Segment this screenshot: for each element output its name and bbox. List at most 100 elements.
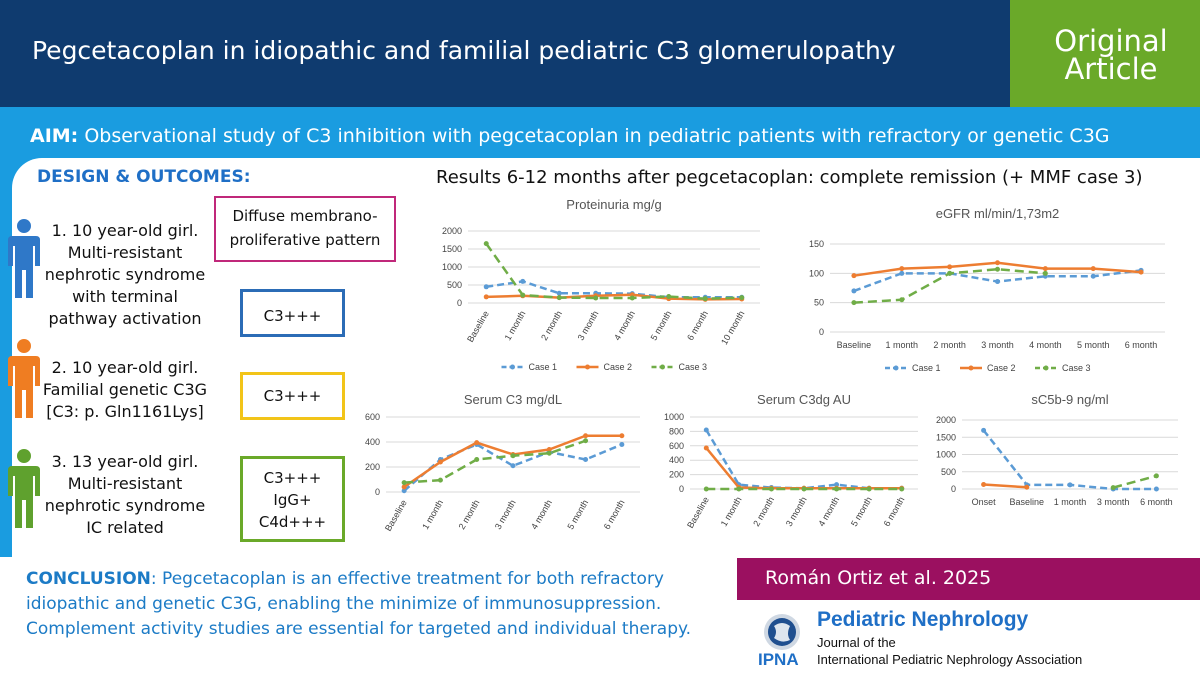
x-tick-label: 4 month <box>1029 340 1062 350</box>
y-tick-label: 800 <box>669 426 684 436</box>
legend-marker <box>968 365 974 371</box>
chart-title: Serum C3dg AU <box>757 392 851 407</box>
legend-label: Case 3 <box>1062 363 1091 373</box>
x-tick-label: Baseline <box>1010 497 1045 507</box>
y-tick-label: 600 <box>669 441 684 451</box>
badge-line-2: Article <box>1064 52 1158 86</box>
data-point <box>1090 273 1096 279</box>
chart-egfr: eGFR ml/min/1,73m2 0 50 100 150 Baseline 1 mon… <box>809 206 1165 373</box>
legend-marker <box>1043 365 1049 371</box>
y-tick-label: 100 <box>809 268 824 278</box>
case1-line: with terminal <box>72 287 178 306</box>
data-point <box>851 300 857 306</box>
data-point <box>866 486 872 492</box>
data-point <box>1090 266 1096 272</box>
staining-label: C3+++ <box>263 307 322 325</box>
case1-line: Multi-resistant <box>67 243 183 262</box>
x-tick-label: 10 month <box>719 309 746 347</box>
legend-label: Case 2 <box>604 362 633 372</box>
data-point <box>995 279 1000 285</box>
chart-proteinuria: Proteinuria mg/g 0 500 1000 1500 2000 Baseline… <box>442 197 760 372</box>
data-point <box>1153 473 1159 479</box>
x-tick-label: Onset <box>972 497 997 507</box>
data-point <box>1024 484 1030 490</box>
x-tick-label: 2 month <box>539 309 564 342</box>
x-tick-label: 5 month <box>565 498 590 531</box>
data-point <box>593 295 599 301</box>
y-tick-label: 2000 <box>442 226 462 236</box>
data-point <box>702 296 708 302</box>
chart-title: Serum C3 mg/dL <box>464 392 562 407</box>
x-tick-label: 2 month <box>933 340 966 350</box>
ipna-logo-text: IPNA <box>758 650 799 669</box>
journal-subtitle: Journal of the International Pediatric N… <box>817 634 1082 668</box>
case3-line: IC related <box>86 518 164 537</box>
y-tick-label: 1500 <box>936 432 956 442</box>
x-tick-label: 3 month <box>981 340 1014 350</box>
aim-statement: AIM: Observational study of C3 inhibitio… <box>30 125 1110 147</box>
journal-sub-line: International Pediatric Nephrology Assoc… <box>817 652 1083 667</box>
ipna-globe-icon <box>764 614 800 650</box>
series-line-case-1 <box>982 429 1157 491</box>
design-heading: DESIGN & OUTCOMES: <box>37 167 251 187</box>
data-point <box>619 433 625 439</box>
data-point <box>483 284 489 290</box>
x-tick-label: 3 month <box>1097 497 1130 507</box>
author-citation: Román Ortiz et al. 2025 <box>765 567 992 589</box>
person-icon-case1 <box>8 219 40 298</box>
y-tick-label: 400 <box>365 437 380 447</box>
y-tick-label: 2000 <box>936 415 956 425</box>
x-tick-label: 2 month <box>457 498 482 531</box>
data-point <box>703 427 709 433</box>
aim-text: Observational study of C3 inhibition wit… <box>78 125 1110 147</box>
y-tick-label: 1000 <box>664 412 684 422</box>
staining-label: IgG+ <box>273 491 312 509</box>
staining-label: C3+++ <box>263 387 322 405</box>
content-panel <box>12 158 1200 558</box>
person-icon-case2 <box>8 339 40 418</box>
y-tick-label: 1000 <box>936 450 956 460</box>
header-bar <box>0 0 1010 107</box>
x-tick-label: Baseline <box>685 495 711 530</box>
x-tick-label: 6 month <box>882 495 907 528</box>
data-point <box>899 486 905 492</box>
data-point <box>666 294 672 300</box>
data-point <box>703 486 709 492</box>
case1-line: pathway activation <box>48 309 202 328</box>
case2-line: [C3: p. Gln1161Lys] <box>46 402 204 421</box>
y-tick-label: 400 <box>669 455 684 465</box>
staining-label: C4d+++ <box>258 513 327 531</box>
case1-staining-box: C3+++ <box>240 289 345 337</box>
case3-line: 3. 13 year-old girl. <box>51 452 199 471</box>
x-tick-label: 6 month <box>602 498 627 531</box>
case3-staining-box: C3+++ IgG+ C4d+++ <box>240 456 345 542</box>
data-point <box>1067 482 1073 488</box>
series-line-case-3 <box>1112 474 1157 489</box>
x-tick-label: 3 month <box>784 495 809 528</box>
person-icon-case3 <box>8 449 40 528</box>
data-point <box>981 482 987 488</box>
series-line-case-3 <box>404 439 586 484</box>
pattern-box: Diffuse membrano- proliferative pattern <box>214 196 396 262</box>
case2-staining-box: C3+++ <box>240 372 345 420</box>
data-point <box>1042 270 1048 276</box>
x-tick-label: 5 month <box>849 495 874 528</box>
case2-line: Familial genetic C3G <box>42 380 208 399</box>
conclusion-line: Complement activity studies are essentia… <box>26 619 692 639</box>
case1-line: nephrotic syndrome <box>44 265 206 284</box>
data-point <box>899 270 905 276</box>
series-line-case-2 <box>705 447 902 490</box>
data-point <box>995 260 1000 266</box>
legend-label: Case 1 <box>912 363 941 373</box>
y-tick-label: 0 <box>457 298 462 308</box>
conclusion: CONCLUSION: Pegcetacoplan is an effectiv… <box>26 567 746 642</box>
data-point <box>703 445 709 451</box>
series-line-case-2 <box>983 483 1027 489</box>
data-point <box>834 486 840 492</box>
case3-description: 3. 13 year-old girl. Multi-resistant nep… <box>32 451 218 539</box>
y-tick-label: 0 <box>819 327 824 337</box>
case1-description: 1. 10 year-old girl. Multi-resistant nep… <box>32 220 218 330</box>
legend-label: Case 2 <box>987 363 1016 373</box>
x-tick-label: Baseline <box>837 340 872 350</box>
data-point <box>583 457 589 462</box>
